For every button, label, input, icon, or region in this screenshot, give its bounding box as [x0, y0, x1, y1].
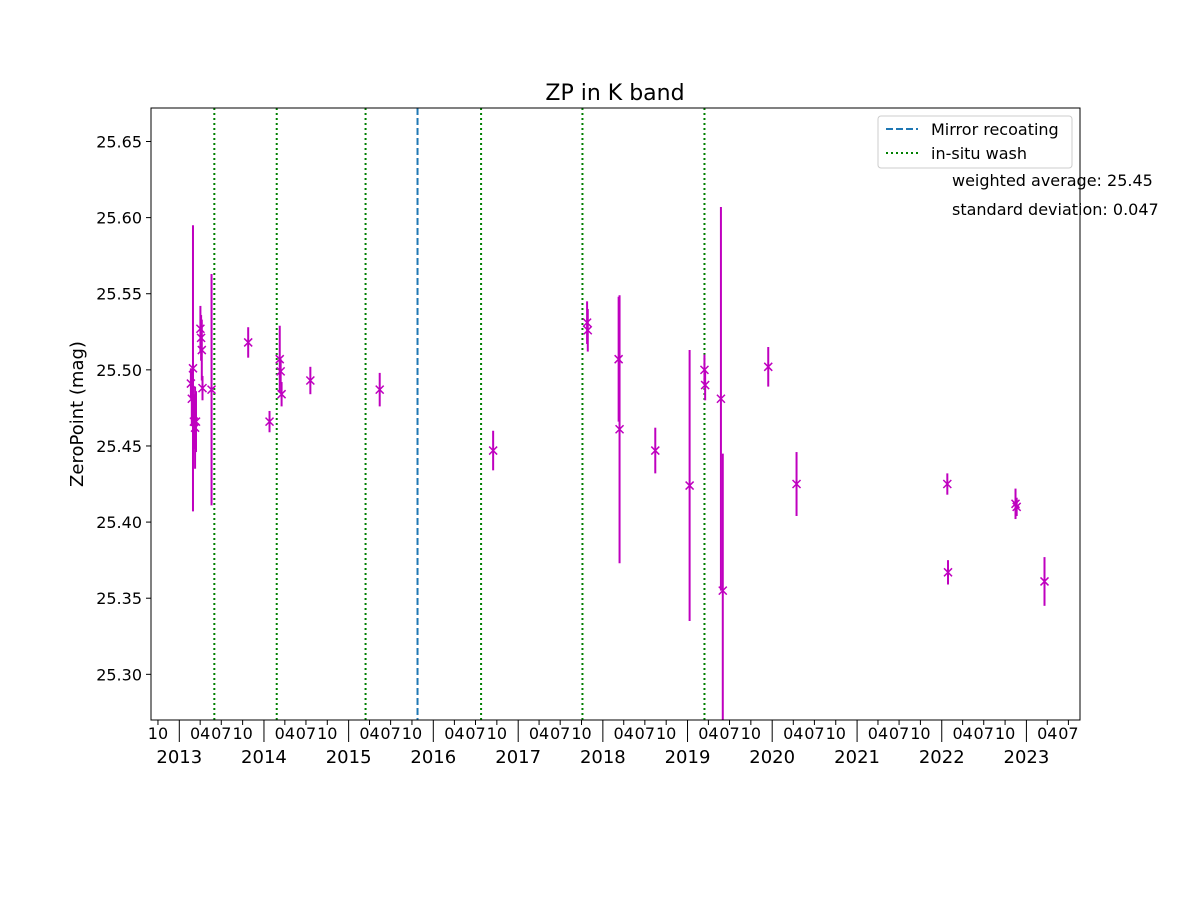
x-year-label-2015: 2015: [326, 747, 372, 768]
y-tick-label-0: 25.30: [96, 665, 142, 684]
y-axis-label: ZeroPoint (mag): [67, 341, 88, 487]
data-point-35: [1039, 576, 1050, 586]
data-point-9: [197, 383, 208, 393]
x-month-label-2021-04: 04: [868, 724, 888, 743]
y-tick-label-7: 25.65: [96, 132, 142, 151]
plot-frame: [150, 107, 1081, 721]
data-point-17: [375, 385, 385, 395]
x-month-label-2020-10: 10: [826, 724, 846, 743]
axes: 25.30 25.35 25.40 25.45 25.50 25.55 25.60 25.65…: [96, 107, 1081, 768]
x-month-label-2020-07: 07: [804, 724, 824, 743]
x-month-label-2023-04: 04: [1037, 724, 1057, 743]
y-tick-label-6: 25.60: [96, 209, 142, 228]
x-month-label-2019-10: 10: [741, 724, 761, 743]
x-month-label-2021-10: 10: [910, 724, 930, 743]
x-month-label-2014-10: 10: [317, 724, 337, 743]
x-year-label-2017: 2017: [495, 747, 541, 768]
x-month-label-2015-07: 07: [380, 724, 400, 743]
x-month-label-first: 10: [148, 724, 168, 743]
x-month-label-2020-04: 04: [783, 724, 803, 743]
x-month-label-2021-07: 07: [889, 724, 909, 743]
weighted-average-annotation: weighted average: 25.45: [952, 171, 1153, 190]
data-point-26: [700, 380, 710, 390]
x-month-label-2019-04: 04: [698, 724, 718, 743]
standard-deviation-annotation: standard deviation: 0.047: [952, 200, 1159, 219]
y-tick-label-1: 25.35: [96, 589, 142, 608]
x-month-label-2013-04: 04: [190, 724, 210, 743]
legend: Mirror recoating in-situ wash: [877, 115, 1073, 169]
data-point-2: [188, 363, 198, 373]
data-point-30: [792, 479, 802, 489]
x-month-label-2022-07: 07: [974, 724, 994, 743]
x-month-label-2014-07: 07: [296, 724, 316, 743]
data-point-18: [488, 446, 498, 456]
x-month-label-2018-04: 04: [614, 724, 634, 743]
chart-title: ZP in K band: [545, 81, 684, 106]
x-year-label-2020: 2020: [749, 747, 795, 768]
data-point-20: [583, 325, 593, 335]
data-point-5: [191, 417, 201, 427]
data-point-11: [243, 337, 253, 347]
x-month-label-2016-10: 10: [487, 724, 507, 743]
x-year-label-2023: 2023: [1004, 747, 1050, 768]
data-point-32: [943, 567, 953, 577]
data-point-29: [763, 362, 773, 372]
legend-label-mirror-recoating: Mirror recoating: [931, 120, 1059, 139]
data-point-33: [1010, 499, 1021, 509]
y-tick-label-5: 25.55: [96, 285, 142, 304]
x-month-label-2022-10: 10: [995, 724, 1015, 743]
x-year-label-2016: 2016: [410, 747, 456, 768]
data-point-12: [265, 417, 275, 427]
legend-label-in-situ-wash: in-situ wash: [931, 144, 1027, 163]
x-year-label-2018: 2018: [580, 747, 626, 768]
plot-area: [186, 108, 1050, 720]
x-year-label-2014: 2014: [241, 747, 287, 768]
data-point-14: [276, 366, 286, 376]
data-point-23: [650, 446, 660, 456]
x-month-label-2016-07: 07: [465, 724, 485, 743]
x-month-label-2013-07: 07: [211, 724, 231, 743]
x-month-label-2015-04: 04: [359, 724, 379, 743]
data-point-28: [718, 586, 728, 596]
x-year-label-2013: 2013: [156, 747, 202, 768]
x-month-label-2014-04: 04: [275, 724, 295, 743]
x-month-label-2013-10: 10: [232, 724, 252, 743]
x-month-label-2018-07: 07: [635, 724, 655, 743]
x-year-label-2019: 2019: [665, 747, 711, 768]
x-month-label-2017-04: 04: [529, 724, 549, 743]
y-tick-label-4: 25.50: [96, 361, 142, 380]
data-point-24: [685, 481, 695, 491]
x-month-label-2019-07: 07: [719, 724, 739, 743]
x-month-label-2022-04: 04: [952, 724, 972, 743]
y-tick-label-2: 25.40: [96, 513, 142, 532]
data-point-16: [305, 375, 315, 386]
data-point-31: [942, 479, 952, 489]
plot-content: [186, 108, 1050, 720]
legend-box: [877, 115, 1073, 169]
data-point-27: [716, 394, 726, 404]
y-tick-label-3: 25.45: [96, 437, 142, 456]
data-point-8: [197, 345, 207, 355]
x-month-label-2017-10: 10: [571, 724, 591, 743]
x-month-label-2017-07: 07: [550, 724, 570, 743]
x-month-label-2015-10: 10: [402, 724, 422, 743]
data-point-34: [1012, 502, 1022, 512]
data-point-10: [207, 385, 217, 395]
data-point-22: [615, 424, 625, 434]
x-month-label-2016-04: 04: [444, 724, 464, 743]
x-month-label-2023-07: 07: [1058, 724, 1078, 743]
x-month-label-2018-10: 10: [656, 724, 676, 743]
x-year-label-2021: 2021: [834, 747, 880, 768]
x-year-label-2022: 2022: [919, 747, 965, 768]
data-point-15: [277, 389, 287, 399]
